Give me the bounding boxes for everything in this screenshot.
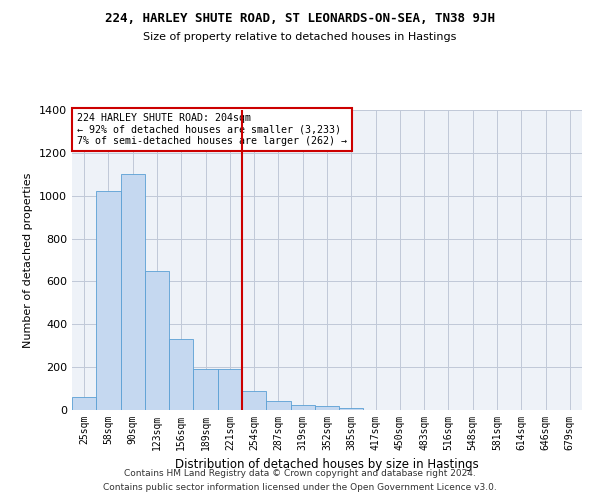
Text: 224 HARLEY SHUTE ROAD: 204sqm
← 92% of detached houses are smaller (3,233)
7% of: 224 HARLEY SHUTE ROAD: 204sqm ← 92% of d… — [77, 113, 347, 146]
Bar — [218, 370, 242, 410]
Bar — [72, 397, 96, 410]
Bar — [169, 340, 193, 410]
Bar — [290, 404, 315, 410]
Bar — [121, 174, 145, 410]
Text: Size of property relative to detached houses in Hastings: Size of property relative to detached ho… — [143, 32, 457, 42]
Bar — [266, 402, 290, 410]
Bar — [193, 370, 218, 410]
Bar — [339, 408, 364, 410]
Text: Contains HM Land Registry data © Crown copyright and database right 2024.: Contains HM Land Registry data © Crown c… — [124, 468, 476, 477]
X-axis label: Distribution of detached houses by size in Hastings: Distribution of detached houses by size … — [175, 458, 479, 471]
Bar — [96, 192, 121, 410]
Text: 224, HARLEY SHUTE ROAD, ST LEONARDS-ON-SEA, TN38 9JH: 224, HARLEY SHUTE ROAD, ST LEONARDS-ON-S… — [105, 12, 495, 26]
Y-axis label: Number of detached properties: Number of detached properties — [23, 172, 34, 348]
Bar — [315, 406, 339, 410]
Text: Contains public sector information licensed under the Open Government Licence v3: Contains public sector information licen… — [103, 484, 497, 492]
Bar — [145, 270, 169, 410]
Bar — [242, 390, 266, 410]
